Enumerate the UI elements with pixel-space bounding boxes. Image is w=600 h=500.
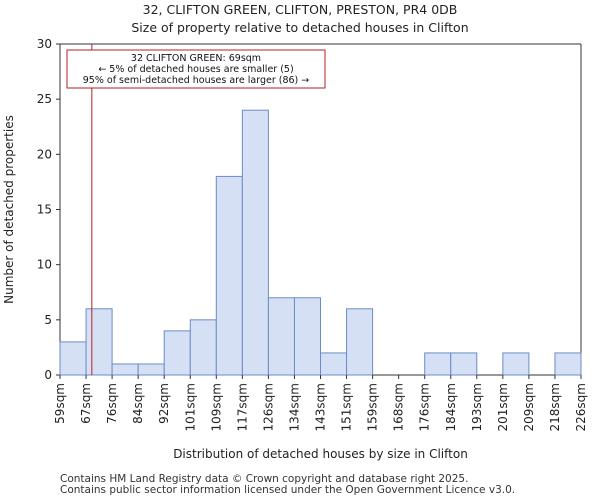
- chart-subtitle: Size of property relative to detached ho…: [131, 20, 469, 35]
- x-tick-label: 92sqm: [157, 383, 171, 424]
- x-tick-label: 117sqm: [235, 383, 249, 431]
- x-tick-label: 159sqm: [366, 383, 380, 431]
- histogram-bar: [320, 352, 348, 376]
- x-tick-label: 193sqm: [470, 383, 484, 431]
- x-tick-label: 218sqm: [548, 383, 562, 431]
- x-tick-label: 134sqm: [287, 383, 301, 431]
- annotation-text: 32 CLIFTON GREEN: 69sqm: [131, 53, 261, 64]
- y-tick-label: 20: [37, 147, 52, 161]
- x-tick-label: 176sqm: [418, 383, 432, 431]
- histogram-bar: [137, 363, 165, 376]
- histogram-bar: [346, 308, 374, 376]
- histogram-bar: [163, 330, 191, 376]
- y-tick-label: 10: [37, 258, 52, 272]
- y-tick-label: 25: [37, 92, 52, 106]
- y-tick-label: 0: [44, 368, 52, 382]
- histogram-bar: [293, 297, 322, 376]
- histogram-bar: [59, 341, 87, 376]
- x-tick-label: 151sqm: [340, 383, 354, 431]
- histogram-bar: [450, 352, 478, 376]
- y-tick-label: 5: [44, 313, 52, 327]
- y-axis-title: Number of detached properties: [2, 115, 16, 304]
- x-tick-label: 67sqm: [79, 383, 93, 424]
- x-tick-label: 76sqm: [105, 383, 119, 424]
- x-tick-label: 201sqm: [496, 383, 510, 431]
- x-tick-label: 226sqm: [574, 383, 588, 431]
- annotation-box: [66, 49, 326, 89]
- x-tick-label: 101sqm: [183, 383, 197, 431]
- y-tick-label: 30: [37, 37, 52, 51]
- x-tick-label: 168sqm: [392, 383, 406, 431]
- annotation-text: 95% of semi-detached houses are larger (…: [83, 75, 310, 86]
- footer-line-1: Contains HM Land Registry data © Crown c…: [60, 473, 469, 485]
- x-tick-label: 84sqm: [131, 383, 145, 424]
- footer-line-2: Contains public sector information licen…: [60, 484, 516, 496]
- x-tick-label: 209sqm: [522, 383, 536, 431]
- x-axis-title: Distribution of detached houses by size …: [173, 447, 468, 461]
- chart-area: 0 5 10 15 20 25 30 59sqm 67sqm 76sqm 84sqm 92sqm 101…: [2, 37, 588, 461]
- histogram-bar: [85, 308, 113, 376]
- histogram-bar: [424, 352, 452, 376]
- histogram-bar: [111, 363, 139, 376]
- x-tick-label: 143sqm: [314, 383, 328, 431]
- x-tick-label: 126sqm: [261, 383, 275, 431]
- x-tick-label: 184sqm: [444, 383, 458, 431]
- y-tick-label: 15: [37, 203, 52, 217]
- annotation-text: ← 5% of detached houses are smaller (5): [98, 64, 293, 75]
- histogram-bar: [189, 319, 217, 376]
- chart-title: 32, CLIFTON GREEN, CLIFTON, PRESTON, PR4…: [142, 2, 458, 17]
- x-tick-label: 59sqm: [53, 383, 67, 424]
- histogram-bar: [241, 109, 269, 376]
- x-tick-label: 109sqm: [209, 383, 223, 431]
- histogram-bar: [554, 352, 582, 376]
- histogram-bar: [502, 352, 530, 376]
- histogram-bar: [215, 175, 243, 376]
- histogram-bar: [267, 297, 295, 376]
